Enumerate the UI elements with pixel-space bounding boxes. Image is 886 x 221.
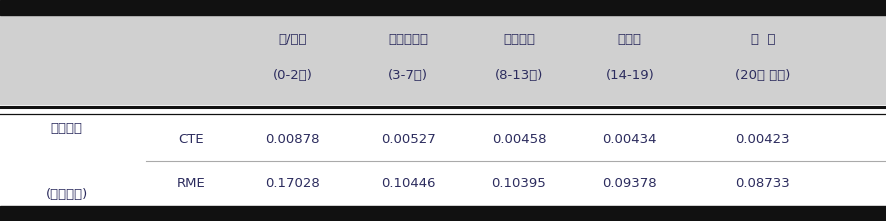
- Text: 0.10446: 0.10446: [380, 177, 435, 190]
- Text: RME: RME: [176, 177, 205, 190]
- Text: 0.09378: 0.09378: [602, 177, 657, 190]
- Text: 0.00458: 0.00458: [491, 133, 546, 146]
- Text: 0.10395: 0.10395: [491, 177, 546, 190]
- Text: 0.17028: 0.17028: [265, 177, 320, 190]
- Text: 취학아동: 취학아동: [502, 33, 534, 46]
- Text: 0.00434: 0.00434: [602, 133, 657, 146]
- Text: 미취학아동: 미취학아동: [387, 33, 428, 46]
- Text: (3-7세): (3-7세): [387, 69, 428, 82]
- Text: (14-19): (14-19): [605, 69, 653, 82]
- Text: 청소년: 청소년: [617, 33, 641, 46]
- Text: 0.00527: 0.00527: [380, 133, 435, 146]
- Text: 0.00878: 0.00878: [265, 133, 320, 146]
- Text: 성  인: 성 인: [750, 33, 774, 46]
- Text: (0-2세): (0-2세): [273, 69, 312, 82]
- Text: CTE: CTE: [178, 133, 203, 146]
- Text: 0.00423: 0.00423: [734, 133, 789, 146]
- Text: (유해지수): (유해지수): [45, 188, 88, 201]
- Text: (20세 이상): (20세 이상): [734, 69, 789, 82]
- Bar: [0, 0, 886, 15]
- Text: 충위해도: 충위해도: [51, 122, 82, 135]
- Bar: [0, 15, 886, 104]
- Bar: [0, 206, 886, 221]
- Text: 0.08733: 0.08733: [734, 177, 789, 190]
- Text: (8-13세): (8-13세): [494, 69, 542, 82]
- Text: 영/유아: 영/유아: [278, 33, 307, 46]
- Bar: [0, 117, 886, 206]
